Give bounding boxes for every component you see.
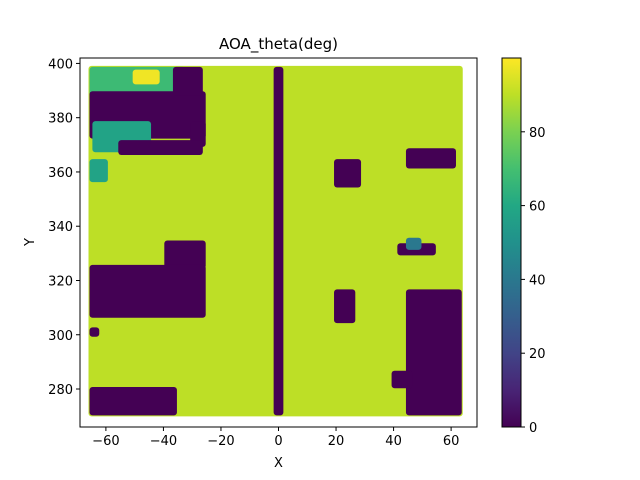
y-tick-label: 280 [48,383,73,398]
x-tick-label: 40 [385,434,402,449]
colorbar-tick-label: 20 [529,347,546,362]
data-region-8 [164,240,206,269]
x-tick-label: −40 [150,434,177,449]
data-region-13 [334,289,356,324]
data-region-11 [273,66,284,416]
y-tick-label: 380 [48,112,73,127]
y-tick-label: 300 [48,329,73,344]
x-tick-label: 60 [443,434,460,449]
y-axis: 280 300 320 340 360 380 400 [48,57,80,398]
x-axis-label: X [274,456,283,471]
data-region-19 [89,327,100,337]
x-tick-label: 0 [274,434,282,449]
data-region-16 [405,237,422,250]
x-axis: −60 −40 −20 0 20 40 60 [92,427,459,449]
colorbar-tick-label: 60 [529,200,546,215]
x-tick-label: −60 [92,434,119,449]
plot-area [88,65,463,417]
data-region-9 [89,264,206,318]
data-region-14 [405,148,456,169]
colorbar-tick-label: 0 [529,421,537,436]
colorbar-gradient [502,58,521,427]
data-region-17 [405,289,462,416]
y-tick-label: 400 [48,57,73,72]
scatter-cells [88,65,463,417]
colorbar-ticks: 0 20 40 60 80 [521,126,546,436]
data-region-1 [132,69,160,85]
y-tick-label: 340 [48,220,73,235]
data-region-12 [334,159,362,188]
data-region-18 [391,370,413,389]
data-region-3 [172,66,203,96]
data-region-6 [118,140,203,155]
y-tick-label: 360 [48,166,73,181]
colorbar-tick-label: 80 [529,126,546,141]
colorbar-frame [501,57,522,428]
colorbar: 0 20 40 60 80 [501,57,546,436]
x-tick-label: −20 [207,434,234,449]
data-region-10 [89,387,177,416]
x-tick-label: 20 [328,434,345,449]
y-tick-label: 320 [48,274,73,289]
colorbar-tick-label: 40 [529,273,546,288]
data-region-7 [89,159,108,183]
chart-title: AOA_theta(deg) [219,35,338,54]
y-axis-label: Y [23,238,38,247]
